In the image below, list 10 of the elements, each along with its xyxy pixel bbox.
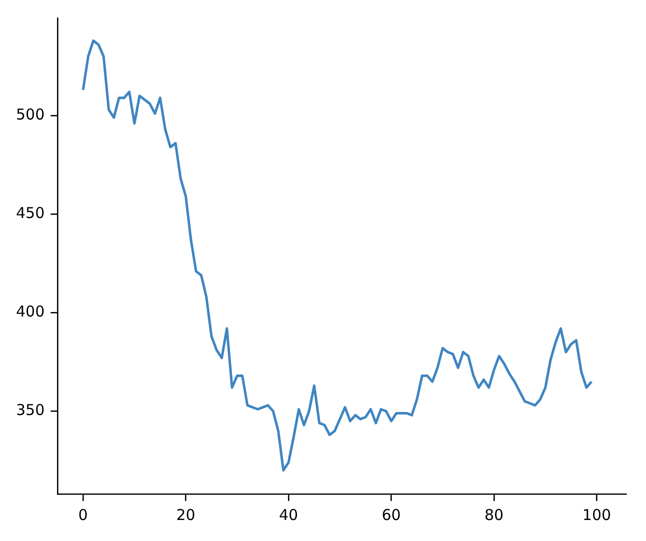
x-tick-label: 60 xyxy=(382,506,401,524)
x-tick-label: 0 xyxy=(78,506,88,524)
y-tick-label: 350 xyxy=(16,401,45,420)
x-tick-label: 40 xyxy=(278,506,298,524)
x-tick-label: 20 xyxy=(176,506,196,524)
x-tick-label: 80 xyxy=(484,506,504,524)
y-tick-label: 450 xyxy=(16,204,45,222)
y-tick-label: 400 xyxy=(16,302,45,321)
y-tick-label: 500 xyxy=(16,105,45,124)
x-tick-label: 100 xyxy=(582,506,612,524)
